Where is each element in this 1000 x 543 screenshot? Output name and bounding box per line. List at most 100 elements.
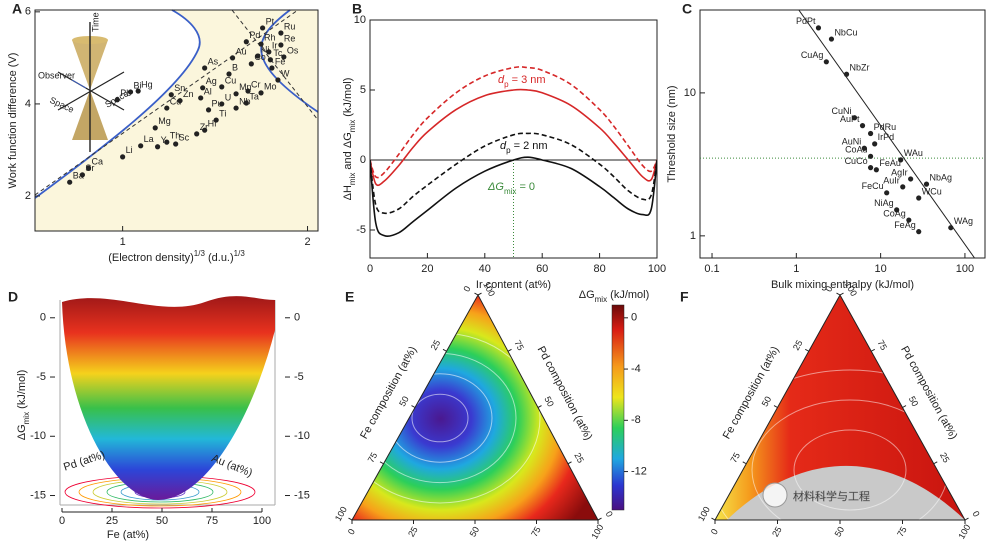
point-label: WCu (922, 186, 942, 196)
point (127, 89, 134, 95)
x-axis-label: Fe (at%) (107, 529, 149, 541)
point-label: Sc (179, 132, 190, 142)
text-part: ΔG (16, 424, 28, 440)
y-tick-label: 0 (360, 154, 366, 166)
tick (474, 292, 479, 296)
text-part: p (506, 146, 511, 155)
point-label: CuAg (801, 50, 824, 60)
ternary-fill (715, 295, 965, 520)
tick (477, 292, 482, 296)
text-part: (kJ/mol) (342, 78, 354, 120)
point (164, 139, 170, 145)
point (948, 225, 954, 231)
side-label: Au (at%) (210, 452, 254, 479)
z-tick-label: -15 (30, 489, 46, 501)
x-tick-label: 80 (593, 263, 605, 275)
tick-label: 50 (760, 395, 774, 409)
tick-label: 0 (461, 284, 472, 293)
x-tick-label: 1 (120, 236, 126, 248)
point (154, 144, 161, 150)
series-line (370, 132, 657, 215)
watermark: 材料科学与工程 (793, 489, 870, 503)
point-label: AgIr (891, 167, 908, 177)
point-label: AuIr (883, 175, 900, 185)
point (213, 117, 219, 123)
point (219, 84, 225, 90)
text-part: (kJ/mol) (607, 289, 649, 301)
point-label: PdPt (796, 16, 816, 26)
point (226, 71, 232, 77)
z-tick-label: -10 (30, 430, 46, 442)
y-tick-label: 1 (690, 230, 696, 242)
point (260, 25, 266, 31)
point (79, 172, 85, 178)
text-part: = 2 nm (511, 140, 548, 152)
x-tick-label: 20 (421, 263, 433, 275)
point (245, 88, 251, 94)
point-label: Pt (266, 16, 275, 26)
point (898, 157, 904, 163)
point-label: Hf (208, 119, 217, 129)
point-label: U (225, 92, 232, 102)
text-part: 1/3 (194, 249, 206, 258)
point-label: B (232, 62, 238, 72)
y-axis-label: Threshold size (nm) (666, 85, 678, 182)
tick-label: 75 (728, 451, 742, 465)
tick-label: 50 (468, 525, 482, 539)
tick-label: 75 (529, 525, 543, 539)
y-tick-label: 6 (25, 6, 31, 18)
point (202, 65, 208, 71)
point-label: Sn (174, 83, 185, 93)
tick (411, 405, 416, 408)
x-tick-label: 100 (956, 263, 974, 275)
tick-label: 50 (397, 395, 411, 409)
point-label: FeCu (862, 181, 884, 191)
point-label: FeAu (879, 158, 901, 168)
x-tick-label: 2 (304, 236, 310, 248)
point (67, 179, 73, 185)
panel-letter: F (680, 289, 689, 305)
point-label: Pu (212, 98, 223, 108)
point (233, 105, 239, 111)
panel-letter: C (682, 1, 692, 17)
tick-label: 0 (604, 509, 615, 518)
x-tick-label: 50 (156, 515, 168, 527)
point-label: Re (284, 33, 296, 43)
point (258, 90, 264, 96)
x-tick-label: 0 (367, 263, 373, 275)
panel-letter: E (345, 289, 354, 305)
point (269, 65, 275, 71)
text-part: mix (595, 295, 607, 304)
point-label: CuCo (845, 156, 868, 166)
point-label: As (208, 56, 219, 66)
point-label: Ta (249, 91, 259, 101)
series-line (370, 156, 657, 237)
series-line (370, 66, 657, 179)
z-tick-label: -5 (36, 371, 46, 383)
tick-label: 25 (770, 525, 784, 539)
point-label: WAu (904, 148, 923, 158)
tick-label: 25 (572, 451, 586, 465)
x-tick-label: 0 (59, 515, 65, 527)
text-part: mix (348, 173, 357, 185)
contour (715, 369, 965, 520)
x-tick-label: 75 (206, 515, 218, 527)
tick (839, 292, 844, 296)
point (135, 88, 141, 94)
tick (507, 348, 512, 352)
point-label: NbZr (850, 63, 870, 73)
point-label: Pb (120, 88, 131, 98)
point (85, 165, 92, 171)
text-part: mix (348, 120, 357, 132)
tick-label: 75 (875, 338, 889, 352)
text-part: 1/3 (234, 249, 246, 258)
ternary-fill (352, 295, 598, 520)
x-tick-label: 40 (479, 263, 491, 275)
point (194, 131, 200, 137)
point (152, 125, 158, 131)
light-cone (260, 9, 319, 113)
tick-label: 0 (709, 527, 720, 536)
light-cone (34, 9, 201, 199)
point-label: IrPd (878, 132, 895, 142)
